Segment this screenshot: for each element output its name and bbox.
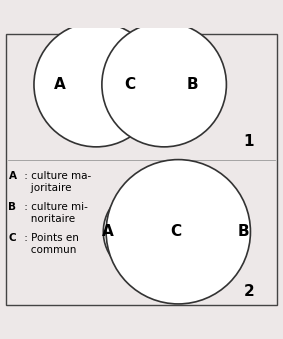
- FancyBboxPatch shape: [6, 34, 277, 305]
- Text: B: B: [186, 77, 198, 92]
- Circle shape: [34, 22, 158, 147]
- Text: C: C: [125, 77, 136, 92]
- Text: : culture ma-
   joritaire: : culture ma- joritaire: [21, 171, 91, 193]
- Text: B: B: [8, 202, 16, 212]
- Text: 2: 2: [244, 284, 254, 299]
- Text: A: A: [8, 171, 16, 181]
- Text: A: A: [102, 224, 113, 239]
- Text: : Points en
   commun: : Points en commun: [21, 233, 79, 255]
- Circle shape: [102, 22, 226, 147]
- Text: C: C: [170, 224, 181, 239]
- Text: C: C: [8, 233, 16, 243]
- Circle shape: [106, 160, 250, 304]
- Text: : culture mi-
   noritaire: : culture mi- noritaire: [21, 202, 88, 224]
- Text: 1: 1: [244, 134, 254, 149]
- Text: B: B: [237, 224, 249, 239]
- Circle shape: [103, 188, 191, 276]
- Text: A: A: [53, 77, 65, 92]
